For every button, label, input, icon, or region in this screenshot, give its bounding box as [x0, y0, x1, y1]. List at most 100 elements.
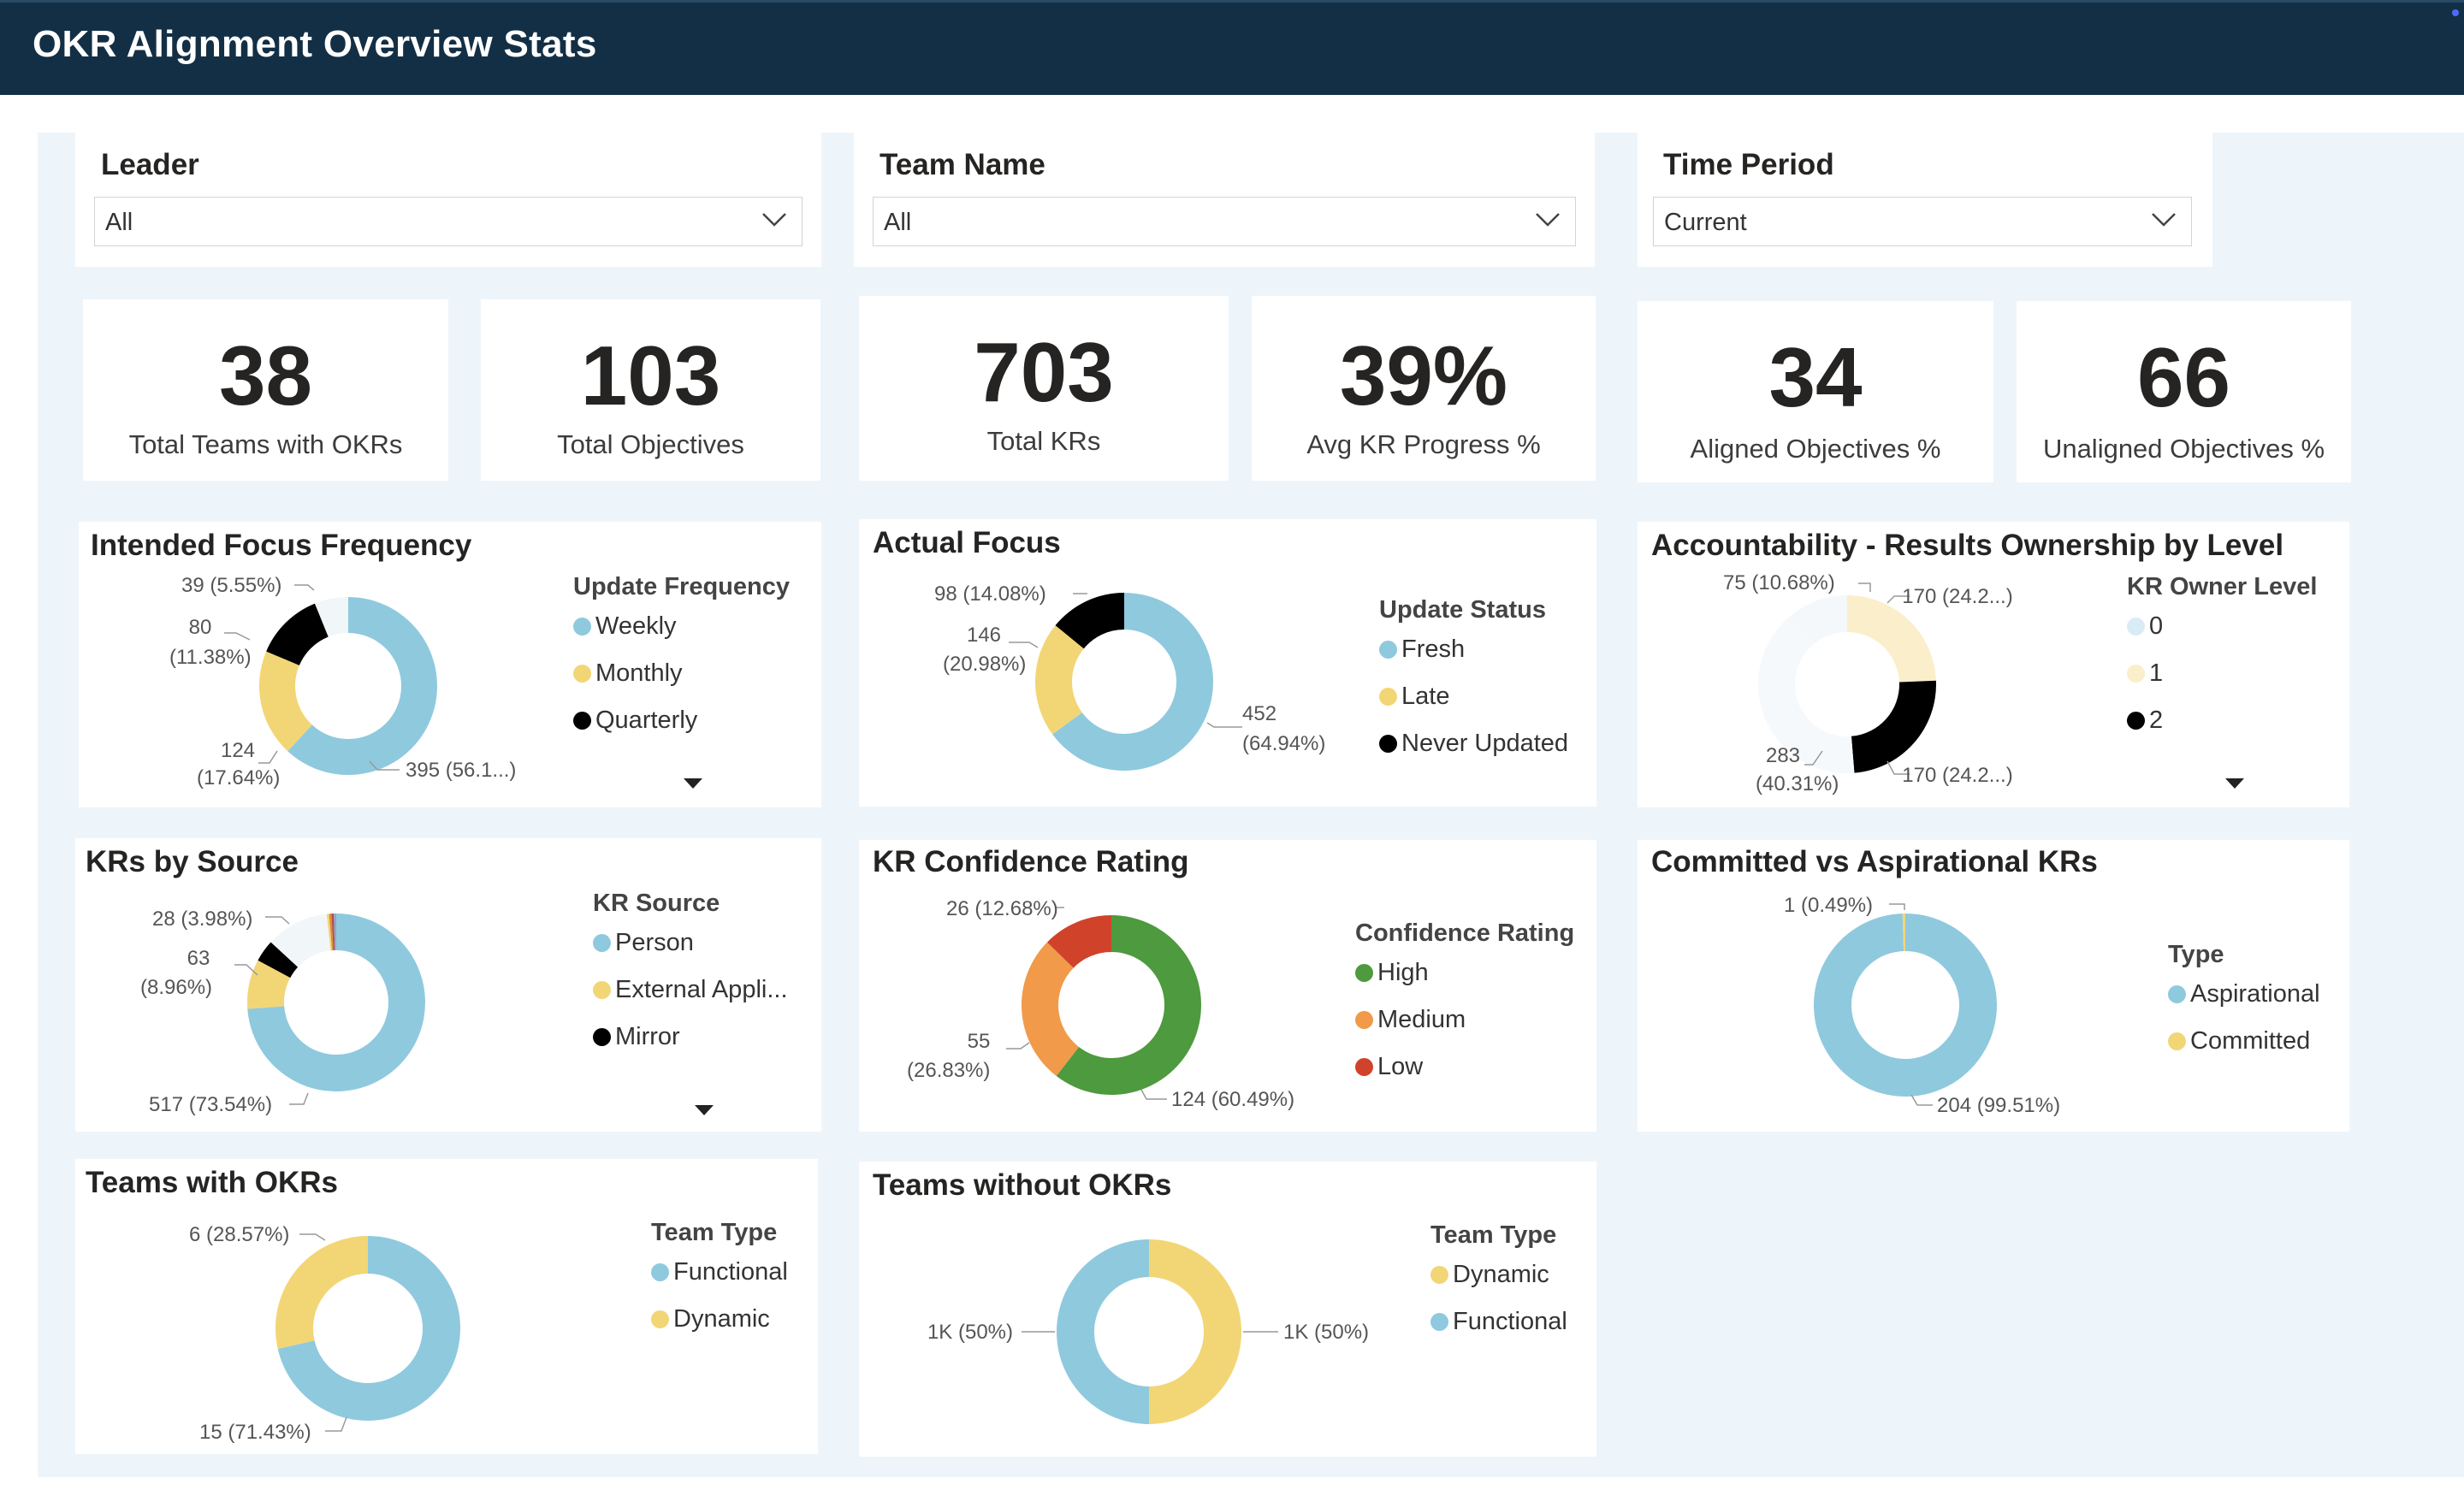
legend-scroll-down-icon[interactable] [695, 1105, 714, 1115]
accountability-slice-2[interactable] [1758, 614, 1855, 773]
legend-swatch [651, 1310, 669, 1328]
legend-item-weekly[interactable]: Weekly [573, 610, 790, 657]
time-period-slicer: Time Period Current [1638, 133, 2212, 267]
data-label: 26 (12.68%) [946, 897, 1058, 920]
intended-focus-slice-0[interactable] [287, 597, 438, 775]
leader-line [258, 750, 278, 764]
leader-slicer: Leader All [75, 133, 821, 267]
legend-item-dynamic[interactable]: Dynamic [651, 1303, 788, 1350]
intended-focus-slice-2[interactable] [266, 603, 329, 665]
data-label: 55 [968, 1030, 991, 1053]
leader-line [289, 1092, 309, 1105]
legend-item-dynamic[interactable]: Dynamic [1430, 1258, 1567, 1305]
legend-item-never-updated[interactable]: Never Updated [1379, 727, 1568, 774]
kpi-label: Total KRs [986, 426, 1101, 456]
legend-label: Fresh [1401, 636, 1466, 663]
actual-focus-slice-0[interactable] [1052, 593, 1213, 771]
kpi-value: 34 [1768, 330, 1863, 424]
legend-title: Confidence Rating [1355, 919, 1575, 947]
leader-line [299, 1233, 326, 1241]
kr-confidence-slice-0[interactable] [1056, 915, 1201, 1095]
legend-label: Dynamic [1453, 1261, 1549, 1288]
actual-focus-slice-2[interactable] [1055, 593, 1124, 649]
teams-without-okrs-slice-1[interactable] [1056, 1239, 1149, 1424]
legend-item-high[interactable]: High [1355, 956, 1574, 1003]
legend-item-medium[interactable]: Medium [1355, 1003, 1574, 1050]
accountability-card: Accountability - Results Ownership by Le… [1638, 522, 2349, 807]
kpi-label: Total Objectives [557, 429, 744, 459]
legend-label: 2 [2149, 707, 2164, 734]
legend-item-aspirational[interactable]: Aspirational [2168, 978, 2320, 1025]
legend-item-mirror[interactable]: Mirror [593, 1020, 788, 1067]
intended-focus-slice-3[interactable] [315, 597, 348, 637]
krs-by-source-slice-2[interactable] [258, 942, 299, 979]
data-label: (26.83%) [907, 1059, 990, 1082]
data-label: 452 [1242, 702, 1276, 725]
kpi-label: Unaligned Objectives % [2042, 434, 2325, 464]
legend: KR Source Person External Appli... Mirro… [593, 890, 788, 1067]
legend-label: 1 [2149, 659, 2164, 687]
slicer-title: Team Name [880, 148, 1045, 181]
kr-confidence-slice-1[interactable] [1022, 942, 1080, 1077]
krs-by-source-slice-3[interactable] [270, 914, 331, 967]
legend-swatch [1430, 1313, 1448, 1331]
accountability-slice-3[interactable] [1792, 595, 1847, 644]
legend-item-committed[interactable]: Committed [2168, 1025, 2320, 1072]
legend-scroll-down-icon[interactable] [684, 778, 702, 789]
legend-label: Never Updated [1401, 730, 1569, 757]
krs-by-source-slice-1[interactable] [247, 960, 291, 1009]
legend-item-quarterly[interactable]: Quarterly [573, 704, 790, 751]
committed-vs-aspirational-slice-0[interactable] [1814, 914, 1997, 1097]
legend-item-level-1[interactable]: 1 [2127, 657, 2317, 704]
teams-with-okrs-slice-0[interactable] [277, 1236, 460, 1421]
leader-line [1804, 750, 1823, 766]
legend-label: Committed [2190, 1027, 2311, 1055]
legend-item-functional[interactable]: Functional [651, 1256, 788, 1303]
teams-without-okrs-slice-0[interactable] [1149, 1239, 1242, 1424]
legend-item-external-application[interactable]: External Appli... [593, 973, 788, 1020]
actual-focus-donut: 452 (64.94%) 146 (20.98%) 98 (14.08%) [934, 582, 1325, 771]
time-period-dropdown[interactable]: Current [1653, 197, 2192, 246]
legend-scroll-down-icon[interactable] [2225, 778, 2244, 789]
teams-with-okrs-slice-1[interactable] [275, 1236, 368, 1350]
kpi-value: 38 [218, 328, 312, 423]
data-label: 28 (3.98%) [152, 908, 252, 931]
legend-item-level-0[interactable]: 0 [2127, 610, 2317, 657]
krs-by-source-card: KRs by Source 517 (73.54%) 63 (8.96%) 28… [75, 838, 821, 1132]
krs-by-source-slice-4[interactable] [326, 914, 333, 951]
legend-swatch [2127, 712, 2145, 730]
team-name-dropdown[interactable]: All [873, 197, 1576, 246]
kpi-label: Aligned Objectives % [1690, 434, 1941, 464]
accountability-slice-1[interactable] [1851, 680, 1936, 773]
chevron-down-icon [2152, 213, 2176, 227]
data-label: (11.38%) [169, 646, 252, 669]
kpi-value: 103 [580, 328, 721, 423]
legend-label: Person [615, 929, 694, 956]
krs-by-source-slice-7[interactable] [334, 914, 336, 951]
legend-item-fresh[interactable]: Fresh [1379, 633, 1568, 680]
legend: Confidence Rating High Medium Low [1355, 919, 1574, 1097]
legend-item-monthly[interactable]: Monthly [573, 657, 790, 704]
kr-confidence-slice-2[interactable] [1046, 915, 1111, 968]
legend-item-functional[interactable]: Functional [1430, 1305, 1567, 1352]
krs-by-source-slice-0[interactable] [247, 914, 425, 1091]
data-label: 15 (71.43%) [199, 1421, 311, 1444]
intended-focus-slice-1[interactable] [259, 651, 312, 752]
intended-focus-card: Intended Focus Frequency 395 (56.1...) 1… [79, 522, 821, 807]
legend-item-level-2[interactable]: 2 [2127, 704, 2317, 751]
legend-item-low[interactable]: Low [1355, 1050, 1574, 1097]
accountability-slice-0[interactable] [1847, 595, 1936, 683]
legend-title: Update Frequency [573, 573, 790, 600]
data-label: 1K (50%) [1283, 1321, 1369, 1344]
report-header: OKR Alignment Overview Stats [0, 0, 2464, 95]
teams-without-okrs-donut: 1K (50%) 1K (50%) [927, 1239, 1369, 1424]
committed-vs-aspirational-slice-1[interactable] [1902, 914, 1905, 952]
krs-by-source-slice-5[interactable] [329, 914, 334, 951]
actual-focus-slice-1[interactable] [1035, 625, 1084, 735]
data-label: 517 (73.54%) [149, 1093, 272, 1116]
legend-item-late[interactable]: Late [1379, 680, 1568, 727]
krs-by-source-slice-6[interactable] [331, 914, 335, 951]
legend-swatch [651, 1263, 669, 1281]
legend-item-person[interactable]: Person [593, 926, 788, 973]
leader-dropdown[interactable]: All [94, 197, 803, 246]
